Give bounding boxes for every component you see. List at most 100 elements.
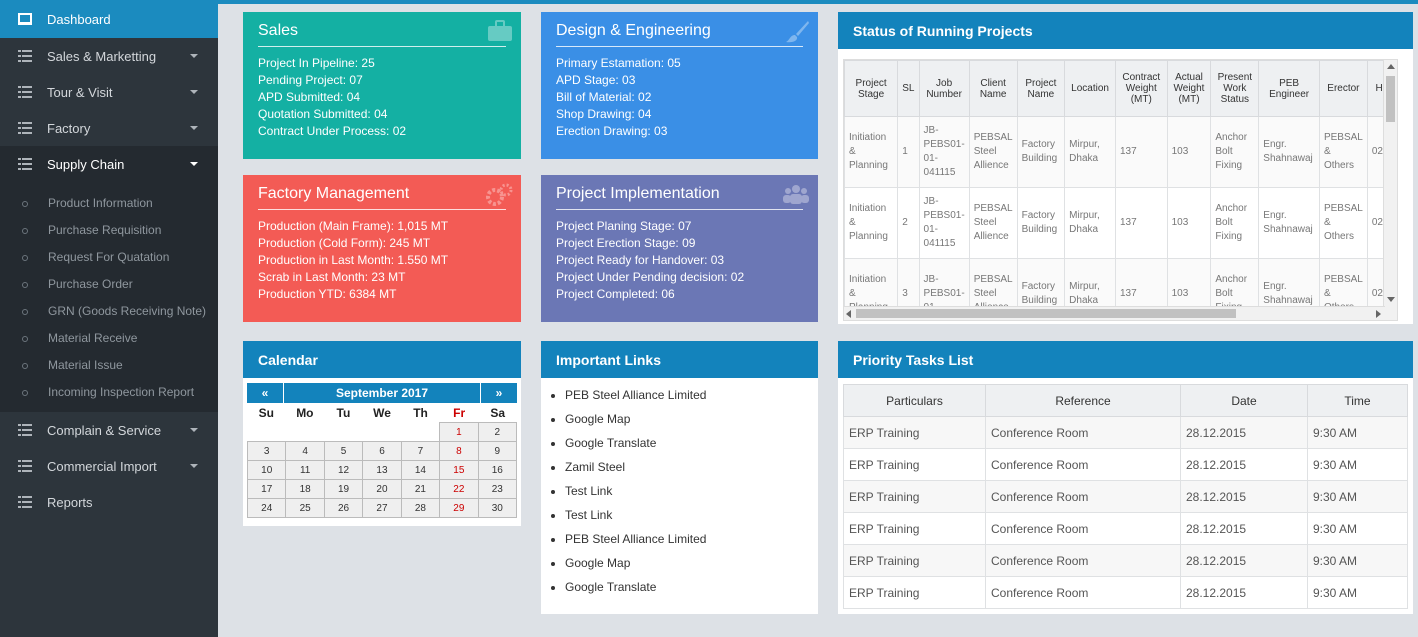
scroll-thumb[interactable] — [1386, 76, 1395, 122]
sidebar-item-tour-visit[interactable]: Tour & Visit — [0, 74, 218, 110]
calendar-day[interactable]: 24 — [247, 498, 287, 518]
table-row[interactable]: ERP Training Conference Room 28.12.2015 9:3… — [843, 448, 1408, 481]
submenu-item-material-issue[interactable]: Material Issue — [0, 352, 218, 379]
link-item[interactable]: PEB Steel Alliance Limited — [565, 386, 818, 410]
sidebar-item-sales-marketting[interactable]: Sales & Marketting — [0, 38, 218, 74]
submenu-item-incoming-inspection-report[interactable]: Incoming Inspection Report — [0, 379, 218, 406]
column-header[interactable]: Job Number — [918, 60, 970, 117]
submenu-item-request-for-quatation[interactable]: Request For Quatation — [0, 244, 218, 271]
calendar-day[interactable]: 13 — [362, 460, 402, 480]
column-header[interactable]: Location — [1064, 60, 1116, 117]
submenu-item-material-receive[interactable]: Material Receive — [0, 325, 218, 352]
column-header[interactable]: Date — [1180, 384, 1308, 417]
calendar-day[interactable]: 10 — [247, 460, 287, 480]
calendar-day[interactable]: 11 — [285, 460, 325, 480]
scroll-thumb[interactable] — [856, 309, 1236, 318]
table-row[interactable]: ERP Training Conference Room 28.12.2015 9:3… — [843, 512, 1408, 545]
scroll-right-icon[interactable] — [1376, 310, 1381, 318]
calendar-day[interactable]: 25 — [285, 498, 325, 518]
link-item[interactable]: Google Map — [565, 410, 818, 434]
calendar-prev-button[interactable]: « — [261, 386, 269, 400]
column-header[interactable]: Present Work Status — [1210, 60, 1260, 117]
submenu-item-grn[interactable]: GRN (Goods Receiving Note) — [0, 298, 218, 325]
scroll-left-icon[interactable] — [846, 310, 851, 318]
column-header[interactable]: Contract Weight (MT) — [1114, 60, 1168, 117]
link-item[interactable]: Zamil Steel — [565, 458, 818, 482]
column-header[interactable]: Reference — [985, 384, 1181, 417]
calendar-day[interactable]: 5 — [323, 441, 364, 461]
card-stat: Production (Cold Form): 245 MT — [258, 236, 431, 250]
table-row[interactable]: Initiation & Planning 1 JB-PEBS01-01-041… — [844, 116, 1397, 188]
calendar-day[interactable]: 6 — [362, 441, 402, 461]
calendar-day[interactable]: 28 — [400, 498, 441, 518]
table-cell: Conference Room — [985, 544, 1181, 577]
submenu-item-label: Material Receive — [48, 331, 138, 345]
table-cell: ERP Training — [843, 480, 986, 513]
circle-icon — [22, 282, 28, 288]
calendar-day[interactable]: 22 — [439, 479, 479, 499]
calendar-day[interactable]: 26 — [323, 498, 364, 518]
calendar-day[interactable]: 29 — [439, 498, 479, 518]
calendar-day[interactable]: 17 — [247, 479, 287, 499]
submenu-item-product-information[interactable]: Product Information — [0, 190, 218, 217]
link-item[interactable]: PEB Steel Alliance Limited — [565, 530, 818, 554]
laptop-icon — [18, 13, 32, 25]
link-item[interactable]: Google Translate — [565, 434, 818, 458]
table-row[interactable]: ERP Training Conference Room 28.12.2015 9:3… — [843, 480, 1408, 513]
calendar-day[interactable]: 8 — [439, 441, 479, 461]
scroll-up-icon[interactable] — [1387, 64, 1395, 69]
running-projects-scroll-area[interactable]: Project Stage SL Job Number Client Name … — [843, 59, 1398, 321]
calendar-day[interactable]: 4 — [285, 441, 325, 461]
calendar-day[interactable]: 2 — [477, 422, 517, 442]
calendar-day[interactable]: 15 — [439, 460, 479, 480]
calendar-day[interactable]: 21 — [400, 479, 441, 499]
link-item[interactable]: Google Map — [565, 554, 818, 578]
calendar-day[interactable]: 18 — [285, 479, 325, 499]
calendar-next-button[interactable]: » — [495, 386, 503, 400]
column-header[interactable]: PEB Engineer — [1258, 60, 1320, 117]
circle-icon — [22, 255, 28, 261]
column-header[interactable]: Project Stage — [844, 60, 899, 117]
calendar-nav: « September 2017 » — [247, 383, 517, 403]
scroll-down-icon[interactable] — [1387, 297, 1395, 302]
horizontal-scrollbar[interactable] — [844, 306, 1385, 320]
calendar-day[interactable]: 16 — [477, 460, 517, 480]
calendar-day[interactable]: 3 — [247, 441, 287, 461]
calendar-day[interactable]: 14 — [400, 460, 441, 480]
calendar-day[interactable]: 20 — [362, 479, 402, 499]
sidebar-item-label: Sales & Marketting — [47, 48, 157, 64]
calendar-month-label[interactable]: September 2017 — [283, 383, 481, 403]
column-header[interactable]: SL — [897, 60, 920, 117]
calendar-day[interactable]: 12 — [323, 460, 364, 480]
link-item[interactable]: Test Link — [565, 506, 818, 530]
column-header[interactable]: Erector — [1318, 60, 1368, 117]
calendar-day[interactable]: 1 — [439, 422, 479, 442]
calendar-day[interactable]: 7 — [400, 441, 441, 461]
column-header[interactable]: Actual Weight (MT) — [1166, 60, 1212, 117]
submenu-item-purchase-order[interactable]: Purchase Order — [0, 271, 218, 298]
calendar-day[interactable]: 27 — [362, 498, 402, 518]
link-item[interactable]: Google Translate — [565, 578, 818, 602]
sidebar-item-supply-chain[interactable]: Supply Chain — [0, 146, 218, 182]
calendar-day[interactable]: 23 — [477, 479, 517, 499]
table-row[interactable]: ERP Training Conference Room 28.12.2015 9:3… — [843, 544, 1408, 577]
column-header[interactable]: Project Name — [1016, 60, 1066, 117]
column-header[interactable]: Particulars — [843, 384, 986, 417]
sidebar-item-dashboard[interactable]: Dashboard — [0, 0, 218, 38]
link-item[interactable]: Test Link — [565, 482, 818, 506]
calendar-day[interactable]: 30 — [477, 498, 517, 518]
sidebar: Dashboard Sales & Marketting Tour & Visi… — [0, 0, 218, 637]
sidebar-item-reports[interactable]: Reports — [0, 484, 218, 520]
sidebar-item-complain-service[interactable]: Complain & Service — [0, 412, 218, 448]
sidebar-item-commercial-import[interactable]: Commercial Import — [0, 448, 218, 484]
table-row[interactable]: Initiation & Planning 2 JB-PEBS01-01-041… — [844, 187, 1397, 259]
column-header[interactable]: Client Name — [968, 60, 1018, 117]
submenu-item-purchase-requisition[interactable]: Purchase Requisition — [0, 217, 218, 244]
vertical-scrollbar[interactable] — [1383, 60, 1397, 320]
table-row[interactable]: ERP Training Conference Room 28.12.2015 9:3… — [843, 416, 1408, 449]
calendar-day[interactable]: 9 — [477, 441, 517, 461]
table-row[interactable]: ERP Training Conference Room 28.12.2015 9:3… — [843, 576, 1408, 609]
sidebar-item-factory[interactable]: Factory — [0, 110, 218, 146]
column-header[interactable]: Time — [1307, 384, 1408, 417]
calendar-day[interactable]: 19 — [323, 479, 364, 499]
